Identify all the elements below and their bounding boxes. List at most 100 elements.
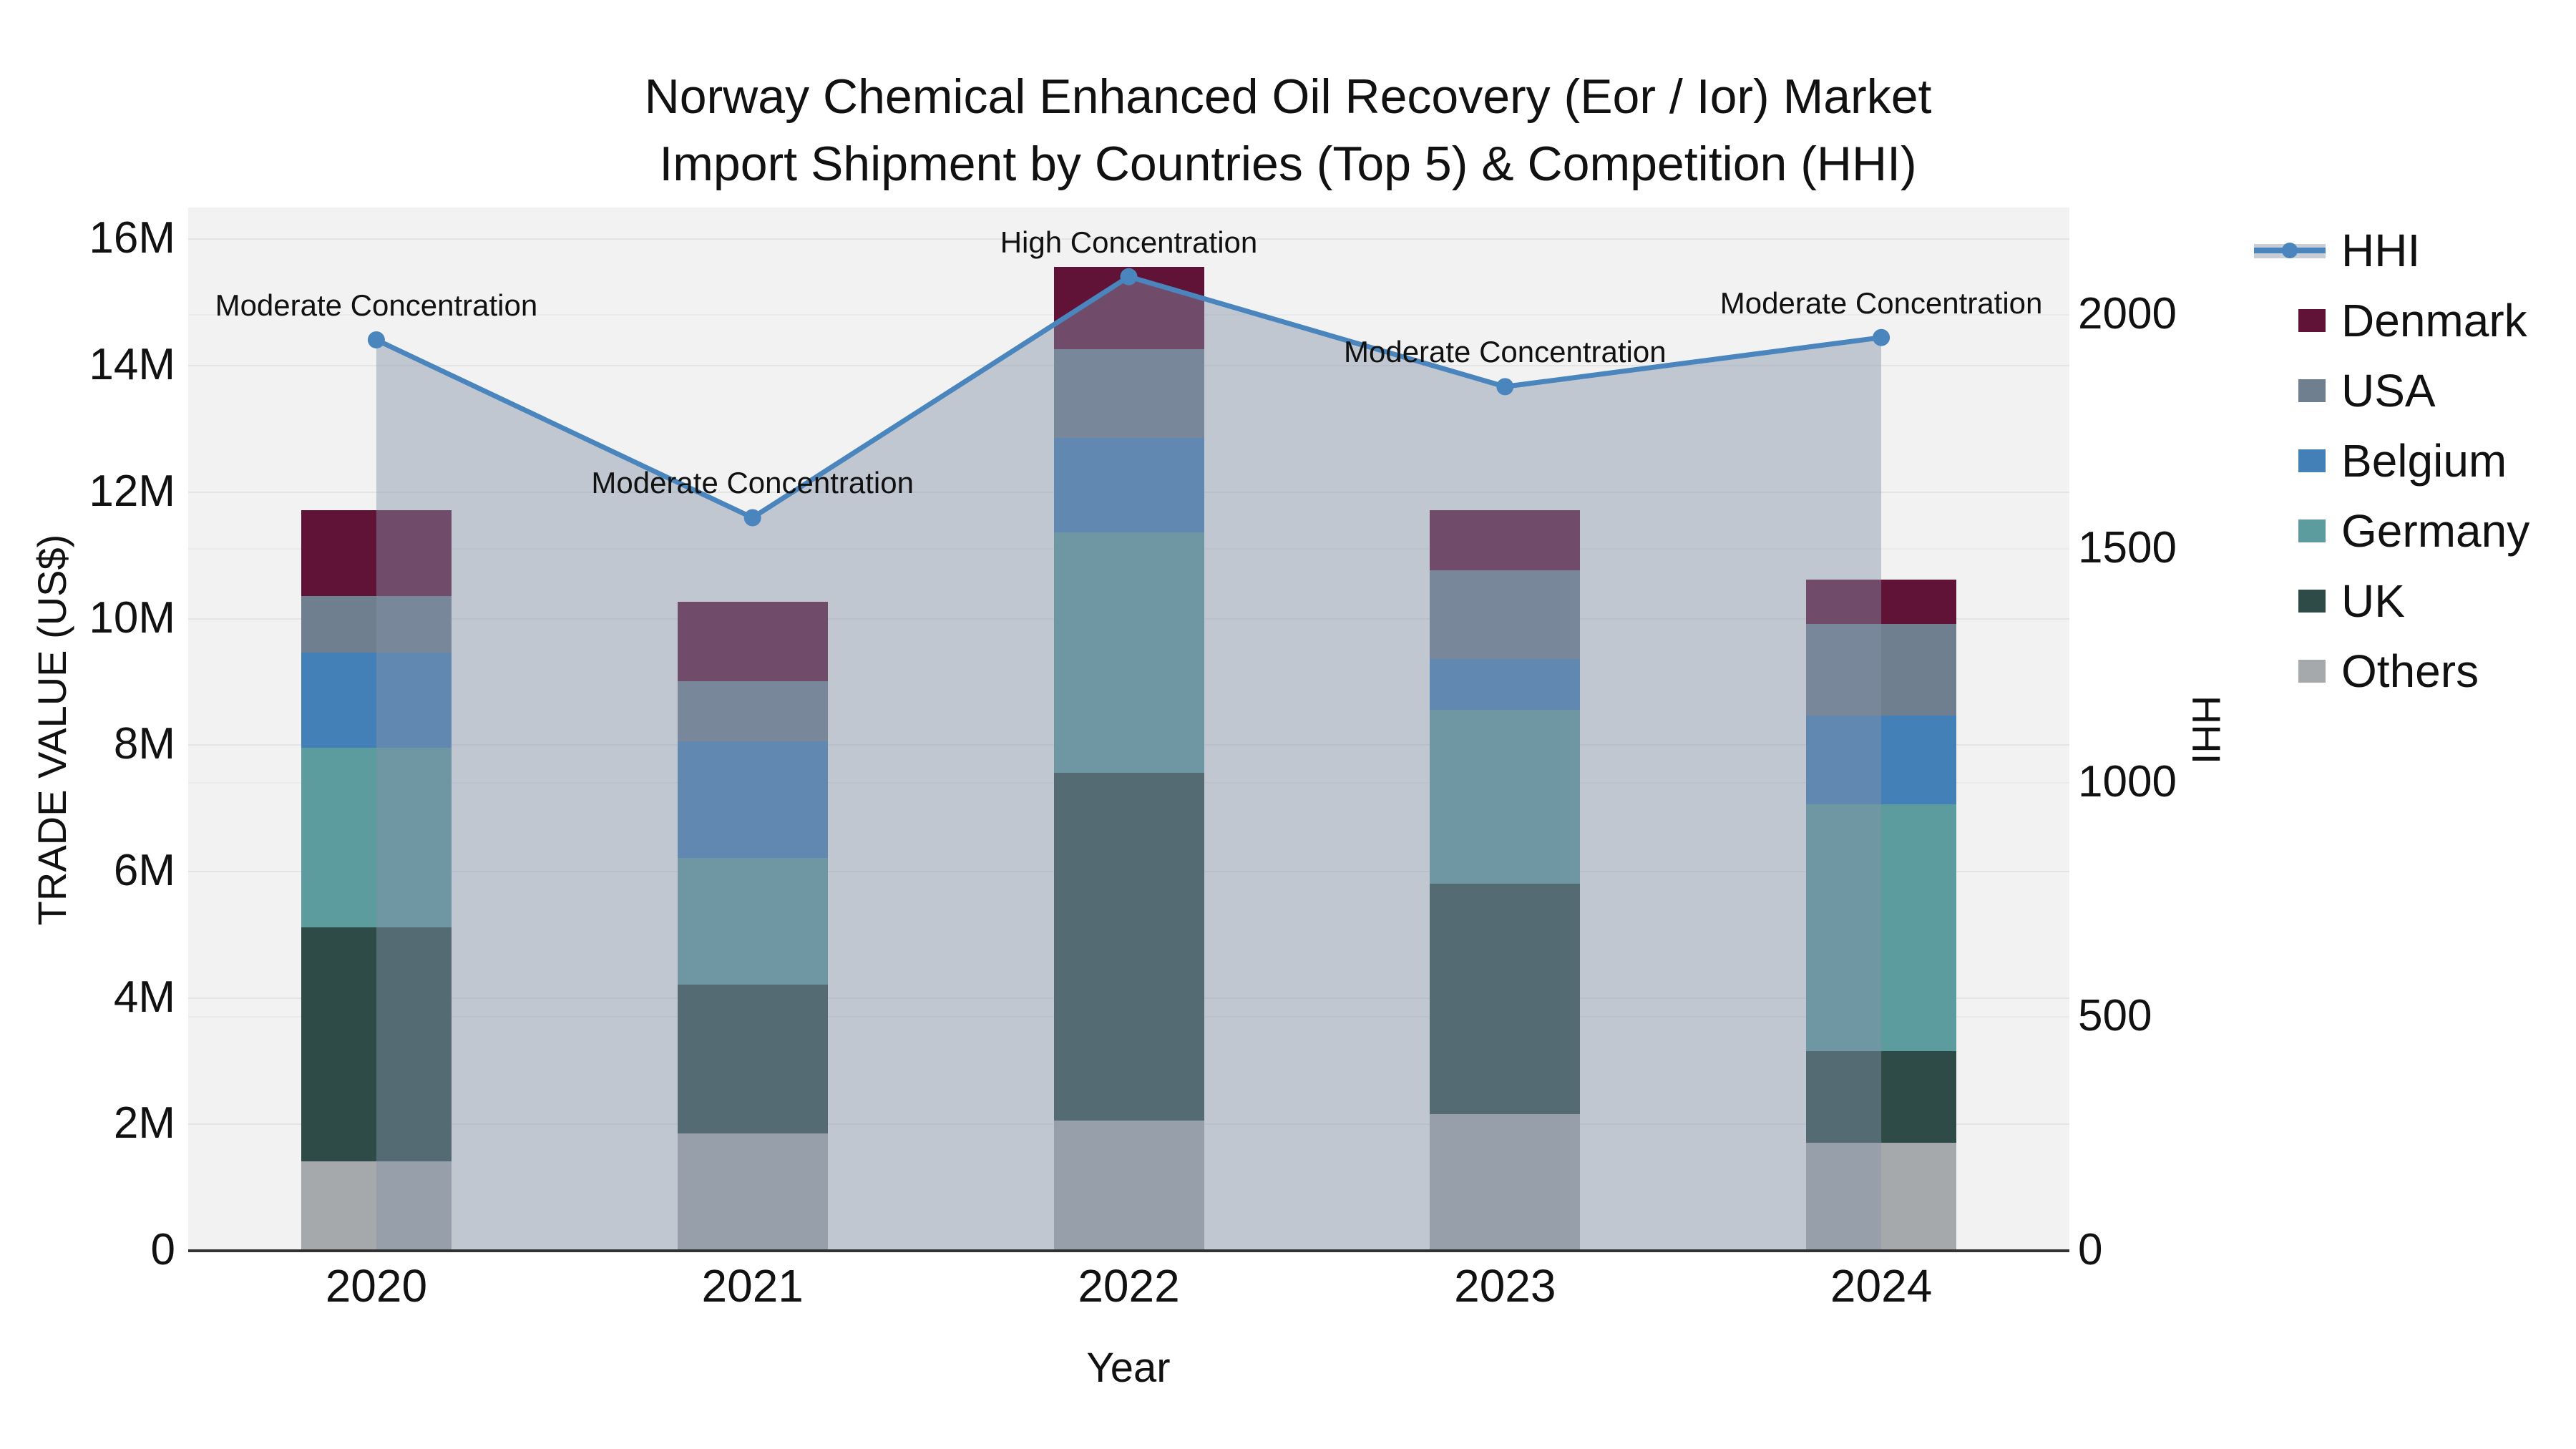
legend-swatch-others-icon: [2298, 660, 2326, 683]
bar-segment-uk-2022[interactable]: [1053, 772, 1204, 1121]
legend-label-germany: Germany: [2341, 505, 2530, 557]
y2-axis-title: HHI: [2184, 695, 2229, 765]
y-tick-label-14M: 14M: [89, 340, 175, 390]
bar-segment-germany-2023[interactable]: [1430, 709, 1581, 884]
x-tick-label-2022: 2022: [1078, 1260, 1180, 1312]
bar-segment-denmark-2024[interactable]: [1806, 580, 1957, 625]
bar-segment-usa-2021[interactable]: [677, 680, 828, 741]
annotation-2023: Moderate Concentration: [1343, 335, 1667, 369]
hhi-line-layer: [367, 268, 1890, 1250]
legend: HHI Denmark USA Belgium Germany UK Others: [2254, 225, 2529, 718]
bar-segment-belgium-2024[interactable]: [1806, 716, 1957, 805]
y-tick-label-8M: 8M: [113, 719, 175, 769]
y-tick-label-2M: 2M: [113, 1098, 175, 1148]
bar-segment-others-2023[interactable]: [1430, 1114, 1581, 1250]
bar-segment-germany-2022[interactable]: [1053, 532, 1204, 773]
hhi-marker-icon: [2282, 243, 2298, 258]
hhi-area-fill: [376, 276, 1882, 1250]
x-axis-line: [188, 1249, 2069, 1252]
x-tick-label-2021: 2021: [701, 1260, 804, 1312]
bar-segment-belgium-2020[interactable]: [301, 653, 452, 748]
gridline-16M: [188, 238, 2069, 240]
chart-title-line1: Norway Chemical Enhanced Oil Recovery (E…: [644, 69, 1932, 124]
legend-item-germany[interactable]: Germany: [2254, 505, 2529, 557]
bar-segment-usa-2022[interactable]: [1053, 349, 1204, 438]
legend-swatch-uk-icon: [2298, 590, 2326, 613]
bar-segment-others-2024[interactable]: [1806, 1142, 1957, 1250]
bar-segment-usa-2024[interactable]: [1806, 624, 1957, 716]
bar-segment-uk-2024[interactable]: [1806, 1050, 1957, 1143]
y2-tick-label-0: 0: [2078, 1225, 2103, 1274]
bar-segment-uk-2023[interactable]: [1430, 883, 1581, 1115]
legend-item-uk[interactable]: UK: [2254, 575, 2529, 627]
legend-swatch-col: [2254, 590, 2326, 613]
y-tick-label-0: 0: [150, 1225, 175, 1274]
bar-segment-others-2022[interactable]: [1053, 1120, 1204, 1250]
chart-title: Norway Chemical Enhanced Oil Recovery (E…: [0, 63, 2576, 197]
legend-label-usa: USA: [2341, 365, 2436, 416]
bar-segment-germany-2024[interactable]: [1806, 804, 1957, 1051]
legend-item-usa[interactable]: USA: [2254, 365, 2529, 416]
plot-area: [188, 208, 2069, 1250]
hhi-marker-2023[interactable]: [1496, 378, 1514, 396]
legend-swatch-col: [2254, 240, 2326, 260]
y2-tick-label-1500: 1500: [2078, 523, 2177, 572]
hhi-marker-2020[interactable]: [367, 331, 385, 348]
x-tick-label-2023: 2023: [1454, 1260, 1556, 1312]
legend-swatch-col: [2254, 449, 2326, 472]
legend-label-belgium: Belgium: [2341, 435, 2507, 487]
y2-tick-label-1000: 1000: [2078, 757, 2177, 806]
legend-label-uk: UK: [2341, 575, 2405, 627]
bar-segment-belgium-2021[interactable]: [677, 741, 828, 859]
legend-swatch-belgium-icon: [2298, 449, 2326, 472]
hhi-marker-2021[interactable]: [743, 509, 761, 527]
bar-segment-denmark-2020[interactable]: [301, 510, 452, 596]
legend-label-denmark: Denmark: [2341, 295, 2527, 346]
legend-item-hhi[interactable]: HHI: [2254, 225, 2529, 276]
annotation-2022: High Concentration: [1000, 225, 1258, 259]
bar-segment-others-2021[interactable]: [677, 1133, 828, 1250]
bar-segment-denmark-2021[interactable]: [677, 602, 828, 681]
bar-segment-others-2020[interactable]: [301, 1161, 452, 1250]
legend-swatch-germany-icon: [2298, 519, 2326, 542]
annotation-2021: Moderate Concentration: [591, 466, 914, 500]
legend-item-belgium[interactable]: Belgium: [2254, 435, 2529, 487]
legend-swatch-col: [2254, 379, 2326, 402]
legend-label-others: Others: [2341, 645, 2479, 697]
annotation-2024: Moderate Concentration: [1719, 286, 2043, 320]
bar-segment-uk-2020[interactable]: [301, 927, 452, 1162]
bar-segment-usa-2023[interactable]: [1430, 570, 1581, 659]
y2-tick-label-500: 500: [2078, 991, 2152, 1040]
y2-tick-label-2000: 2000: [2078, 289, 2177, 338]
bar-segment-germany-2021[interactable]: [677, 858, 828, 985]
legend-label-hhi: HHI: [2341, 225, 2421, 276]
bar-segment-belgium-2023[interactable]: [1430, 658, 1581, 710]
y-axis-title: TRADE VALUE (US$): [29, 534, 74, 926]
y-tick-label-4M: 4M: [113, 972, 175, 1022]
y-tick-label-6M: 6M: [113, 845, 175, 895]
legend-swatch-hhi-icon: [2254, 240, 2326, 260]
legend-swatch-denmark-icon: [2298, 309, 2326, 332]
annotation-2020: Moderate Concentration: [215, 288, 538, 322]
legend-item-others[interactable]: Others: [2254, 645, 2529, 697]
bar-segment-belgium-2022[interactable]: [1053, 437, 1204, 533]
y-tick-label-16M: 16M: [89, 213, 175, 263]
bar-segment-denmark-2023[interactable]: [1430, 510, 1581, 571]
hhi-marker-2024[interactable]: [1873, 328, 1890, 346]
y-tick-label-12M: 12M: [89, 466, 175, 516]
legend-swatch-col: [2254, 309, 2326, 332]
bar-segment-uk-2021[interactable]: [677, 984, 828, 1133]
x-axis-title: Year: [1086, 1345, 1171, 1391]
bar-segment-usa-2020[interactable]: [301, 595, 452, 653]
x-tick-label-2024: 2024: [1830, 1260, 1933, 1312]
hhi-marker-2022[interactable]: [1120, 268, 1138, 286]
chart-title-line2: Import Shipment by Countries (Top 5) & C…: [659, 137, 1917, 191]
x-tick-label-2020: 2020: [325, 1260, 428, 1312]
legend-item-denmark[interactable]: Denmark: [2254, 295, 2529, 346]
y-tick-label-10M: 10M: [89, 592, 175, 643]
legend-swatch-usa-icon: [2298, 379, 2326, 402]
bar-segment-germany-2020[interactable]: [301, 747, 452, 928]
legend-swatch-col: [2254, 660, 2326, 683]
legend-swatch-col: [2254, 519, 2326, 542]
